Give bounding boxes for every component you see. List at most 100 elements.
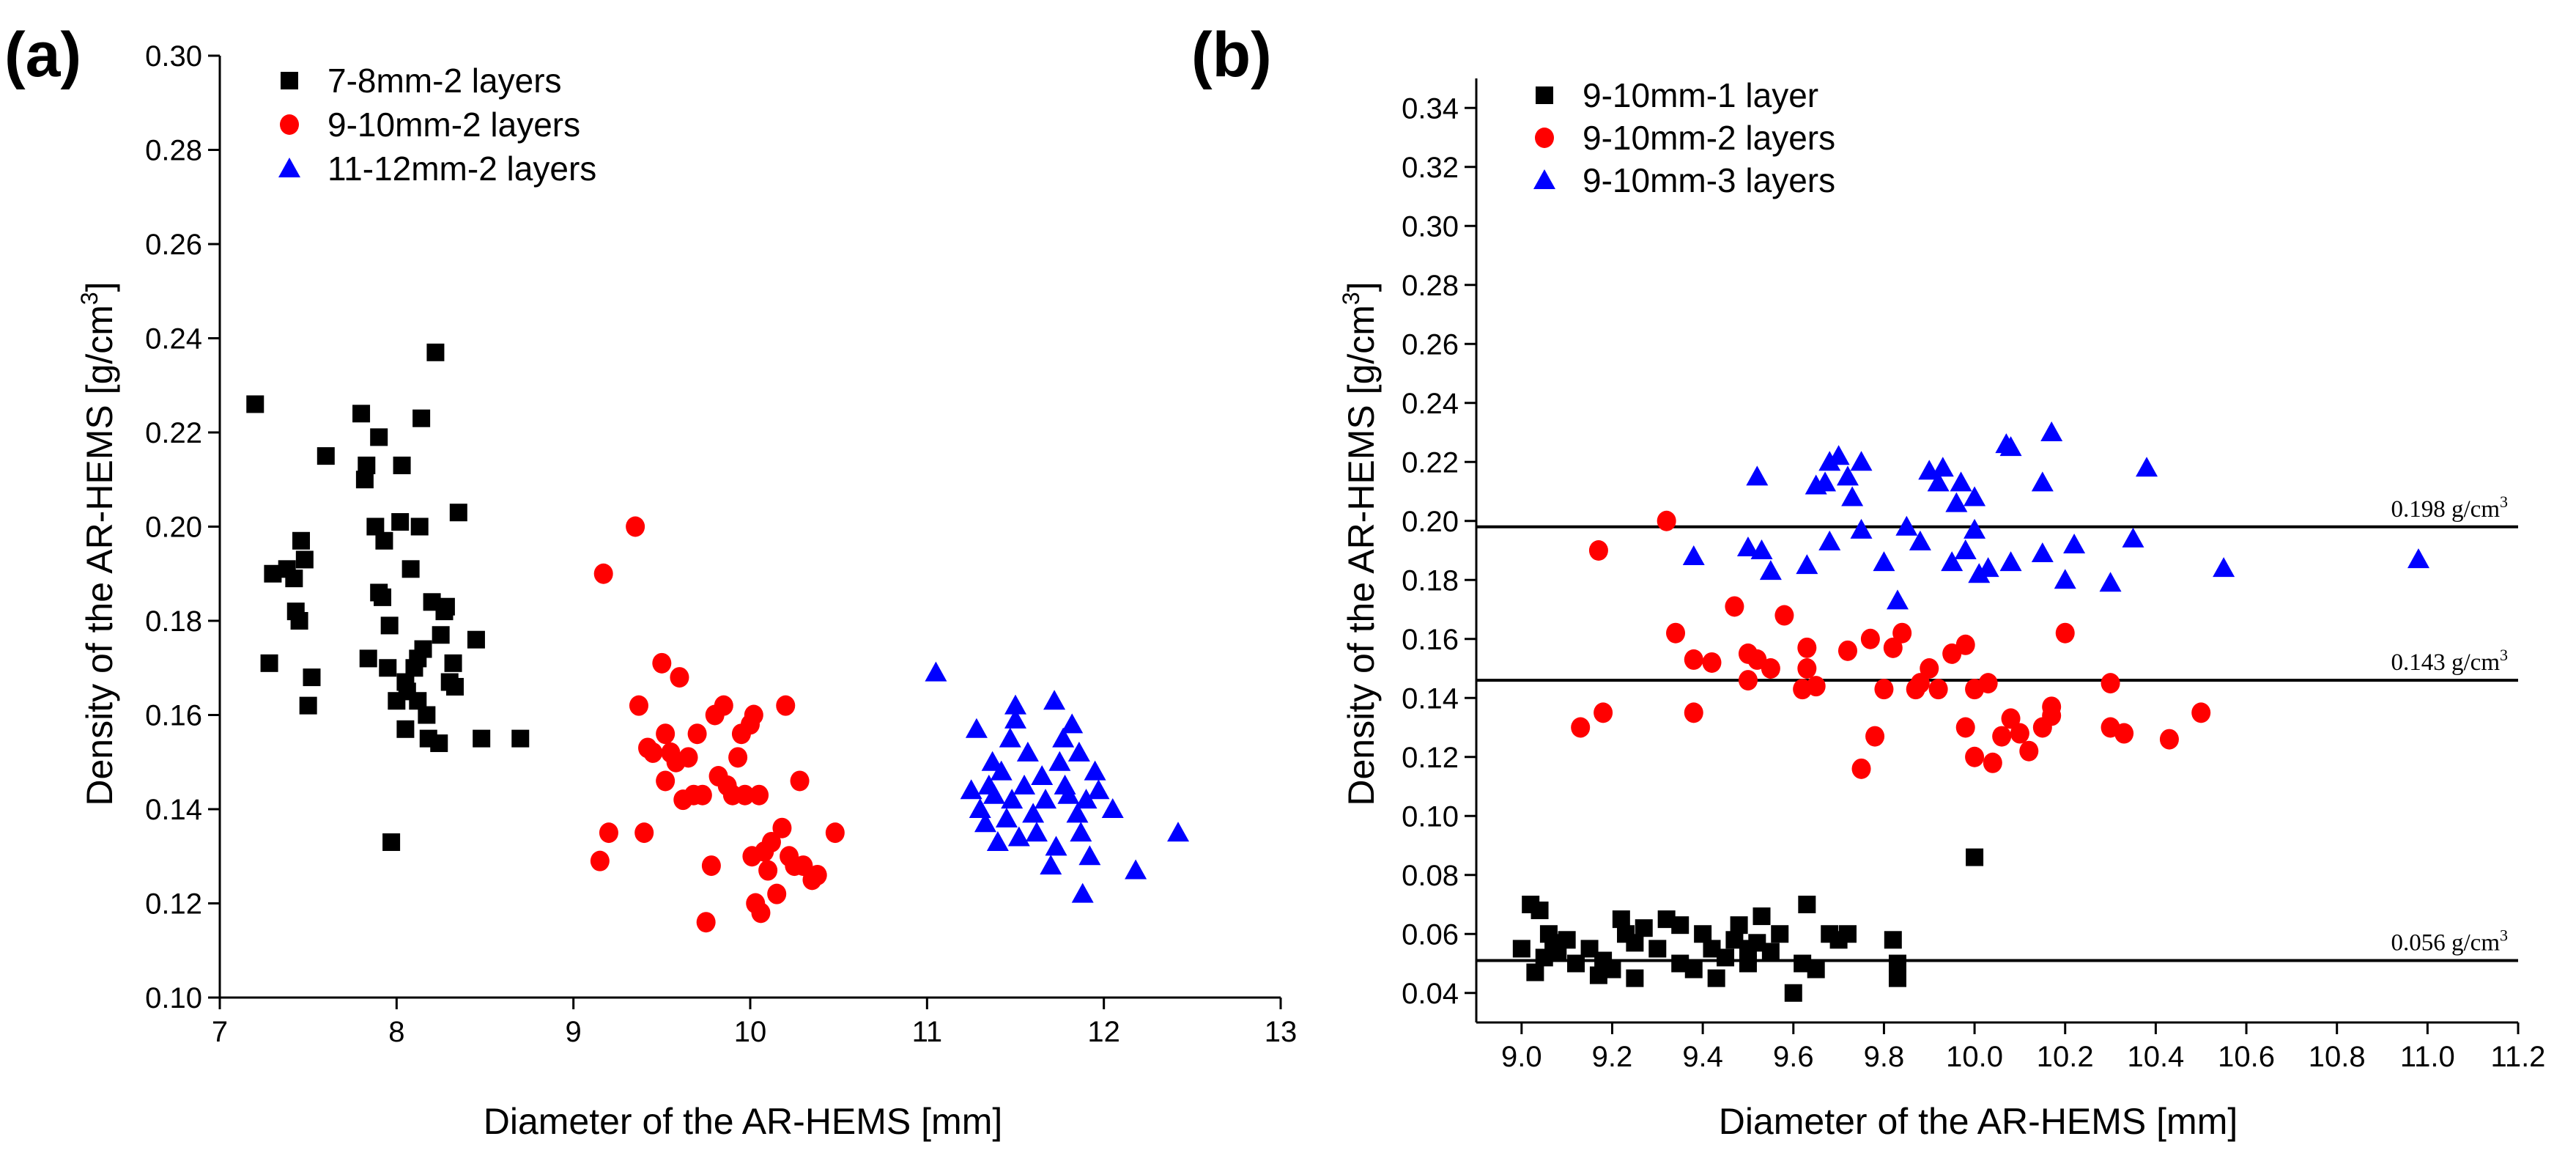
- panel-a-y-tick-label: 0.10: [145, 982, 202, 1014]
- panel-a-y-axis-label-main: Density of the AR-HEMS [g/cm: [79, 305, 120, 806]
- panel-b-x-tick-label: 9.2: [1592, 1041, 1633, 1073]
- panel-a-point: [1007, 826, 1030, 847]
- panel-b-y-tick-label: 0.10: [1402, 800, 1459, 833]
- panel-a-point: [599, 822, 618, 844]
- panel-b-legend-label: 9-10mm-1 layer: [1583, 76, 1818, 114]
- panel-b-point: [1684, 649, 1703, 670]
- panel-b-y-tick-label: 0.14: [1402, 682, 1459, 715]
- panel-b-point: [1814, 471, 1837, 492]
- panel-b-point: [2136, 457, 2158, 477]
- panel-a-point: [426, 343, 445, 361]
- panel-b-point: [1886, 589, 1909, 610]
- panel-a-point: [246, 395, 264, 413]
- panel-b-point: [1512, 940, 1531, 958]
- panel-b-point: [1851, 758, 1871, 779]
- panel-b-point: [1992, 726, 2012, 747]
- panel-b-point: [1884, 931, 1902, 949]
- panel-a-y-axis-label-sup: 3: [76, 292, 103, 305]
- panel-a-point: [1052, 727, 1075, 748]
- panel-b-point: [1761, 943, 1780, 961]
- panel-b-y-tick-label: 0.26: [1402, 328, 1459, 361]
- panel-a-point: [432, 626, 450, 644]
- panel-b-reference-label-sup: 3: [2500, 926, 2508, 944]
- panel-b-point: [1945, 492, 1968, 512]
- panel-b-point: [1702, 652, 1722, 673]
- panel-b-point: [1796, 554, 1818, 575]
- panel-b-point: [1738, 670, 1758, 691]
- panel-b-point: [1888, 954, 1906, 973]
- panel-a-point: [445, 677, 464, 696]
- panel-a-y-tick-label: 0.26: [145, 229, 202, 261]
- panel-b-reference-label-sup: 3: [2500, 493, 2508, 511]
- panel-a-y-tick-label: 0.14: [145, 794, 202, 826]
- panel-b-point: [2122, 527, 2144, 548]
- panel-b-point: [2101, 673, 2120, 694]
- panel-b-point: [1784, 984, 1802, 1002]
- panel-b-point: [1771, 925, 1789, 943]
- panel-b-y-axis-label-main: Density of the AR-HEMS [g/cm: [1341, 305, 1382, 806]
- panel-b-y-tick-label: 0.18: [1402, 564, 1459, 597]
- panel-b-point: [1594, 702, 1613, 723]
- panel-a-point: [999, 727, 1021, 748]
- panel-b-point: [1571, 717, 1591, 738]
- panel-b-y-tick-label: 0.30: [1402, 210, 1459, 243]
- panel-a-x-tick-label: 8: [388, 1016, 404, 1048]
- panel-a-point: [758, 860, 778, 881]
- panel-a-point: [1016, 741, 1039, 762]
- panel-b-point: [1684, 960, 1703, 978]
- panel-b-point: [2407, 548, 2429, 569]
- panel-b-point: [1666, 622, 1686, 644]
- panel-b-point: [1860, 628, 1880, 649]
- panel-a-series-3: [925, 661, 1190, 903]
- panel-a-legend: 7-8mm-2 layers 9-10mm-2 layers 11-12mm-2 l…: [278, 62, 596, 188]
- panel-b-point: [2055, 622, 2075, 644]
- panel-a-point: [1004, 694, 1026, 715]
- panel-a-point: [1087, 779, 1110, 800]
- panel-b-point: [1950, 471, 1972, 492]
- panel-a-legend-marker: [280, 114, 299, 135]
- panel-a-x-tick-label: 12: [1087, 1016, 1120, 1048]
- panel-b-y-tick-label: 0.08: [1402, 860, 1459, 892]
- panel-b-point: [1895, 515, 1918, 536]
- panel-a-point: [374, 588, 392, 606]
- panel-a: (a) 7 8 9 10 11 12 13 0.10 0.12 0.14 0.16 0.18 0.20 0…: [4, 20, 1297, 1142]
- panel-b-y-axis-label: Density of the AR-HEMS [g/cm3]: [1338, 281, 1382, 806]
- panel-b-point: [1761, 658, 1780, 679]
- panel-b-legend-label: 9-10mm-2 layers: [1583, 119, 1835, 157]
- panel-a-point: [449, 504, 467, 522]
- panel-b-point: [2099, 572, 2122, 592]
- panel-b-point: [1626, 969, 1644, 987]
- panel-b-point: [1739, 954, 1757, 973]
- panel-a-point: [656, 770, 676, 792]
- panel-a-point: [652, 652, 672, 674]
- panel-b-point: [2031, 471, 2054, 492]
- panel-b-point: [1707, 969, 1725, 987]
- panel-b-x-tick-label: 9.0: [1501, 1041, 1542, 1073]
- panel-a-point: [751, 902, 771, 924]
- panel-b-y-axis-label-sup: 3: [1338, 292, 1364, 305]
- panel-a-point: [1043, 690, 1066, 710]
- panel-b-point: [1694, 925, 1712, 943]
- panel-b-y-tick-label: 0.32: [1402, 152, 1459, 184]
- panel-a-point: [965, 718, 988, 738]
- panel-b-point: [1865, 726, 1885, 747]
- panel-b-point: [1818, 530, 1841, 550]
- panel-a-y-tick-label: 0.18: [145, 605, 202, 638]
- panel-a-point: [678, 747, 698, 768]
- panel-a-point: [692, 784, 712, 806]
- panel-a-point: [983, 784, 1006, 804]
- panel-b-point: [1807, 960, 1825, 978]
- panel-b-point: [1671, 916, 1689, 935]
- panel-a-point: [370, 428, 388, 446]
- panel-b-y-tick-label: 0.34: [1402, 92, 1459, 125]
- panel-a-point: [412, 409, 431, 427]
- panel-b-point: [1806, 676, 1826, 697]
- panel-b-point: [1910, 673, 1930, 694]
- panel-b-point: [1965, 746, 1985, 767]
- panel-a-legend-marker: [278, 158, 300, 177]
- panel-a-point: [1071, 882, 1094, 903]
- panel-a-point: [410, 517, 429, 536]
- panel-a-point: [1125, 859, 1147, 880]
